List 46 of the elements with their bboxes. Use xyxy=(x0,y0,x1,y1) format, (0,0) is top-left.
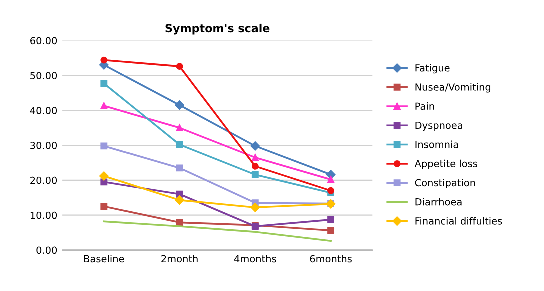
point xyxy=(328,216,335,224)
legend-label: Insomnia xyxy=(416,140,458,148)
point xyxy=(176,164,184,172)
point xyxy=(252,171,259,178)
y-tick-label: 60.00 xyxy=(30,37,58,45)
point xyxy=(328,176,335,184)
point xyxy=(176,63,184,70)
point xyxy=(252,154,259,162)
legend-label: Fatigue xyxy=(416,64,450,74)
y-tick-label: 40.00 xyxy=(30,107,58,114)
line-series xyxy=(103,220,332,242)
point xyxy=(250,142,260,151)
point xyxy=(176,124,184,132)
y-tick-label: 30.00 xyxy=(30,142,58,150)
x-tick-label: 2month xyxy=(162,255,198,263)
legend-label: Pain xyxy=(416,102,434,110)
point xyxy=(100,172,109,181)
point xyxy=(176,141,184,148)
point xyxy=(328,187,335,194)
y-tick-label: 50.00 xyxy=(30,72,58,80)
legend-label: Constipation xyxy=(415,179,476,188)
x-tick-label: 6months xyxy=(310,255,352,263)
y-tick-label: 20.00 xyxy=(30,176,58,184)
point xyxy=(252,162,259,170)
point xyxy=(175,100,184,110)
legend-label: Dyspnoea xyxy=(416,122,462,132)
point xyxy=(100,56,108,64)
point xyxy=(100,102,108,110)
point xyxy=(175,196,184,205)
chart-title: Symptom's scale xyxy=(166,24,270,35)
point xyxy=(100,203,108,210)
point xyxy=(250,203,260,212)
x-tick-label: Baseline xyxy=(84,255,124,263)
point xyxy=(176,190,184,198)
point xyxy=(100,178,108,186)
y-tick-label: 10.00 xyxy=(30,212,58,220)
legend-label: Appetite loss xyxy=(414,160,478,170)
legend-label: Diarrhoea xyxy=(416,198,462,206)
x-tick-label: 4months xyxy=(234,255,276,263)
point xyxy=(176,219,184,226)
point xyxy=(100,142,108,150)
point xyxy=(328,227,335,234)
y-tick-label: 0.00 xyxy=(36,246,58,254)
legend-label: Nusea/Vomiting xyxy=(416,83,491,93)
point xyxy=(100,80,108,88)
legend-label: Financial diffulties xyxy=(416,217,502,225)
